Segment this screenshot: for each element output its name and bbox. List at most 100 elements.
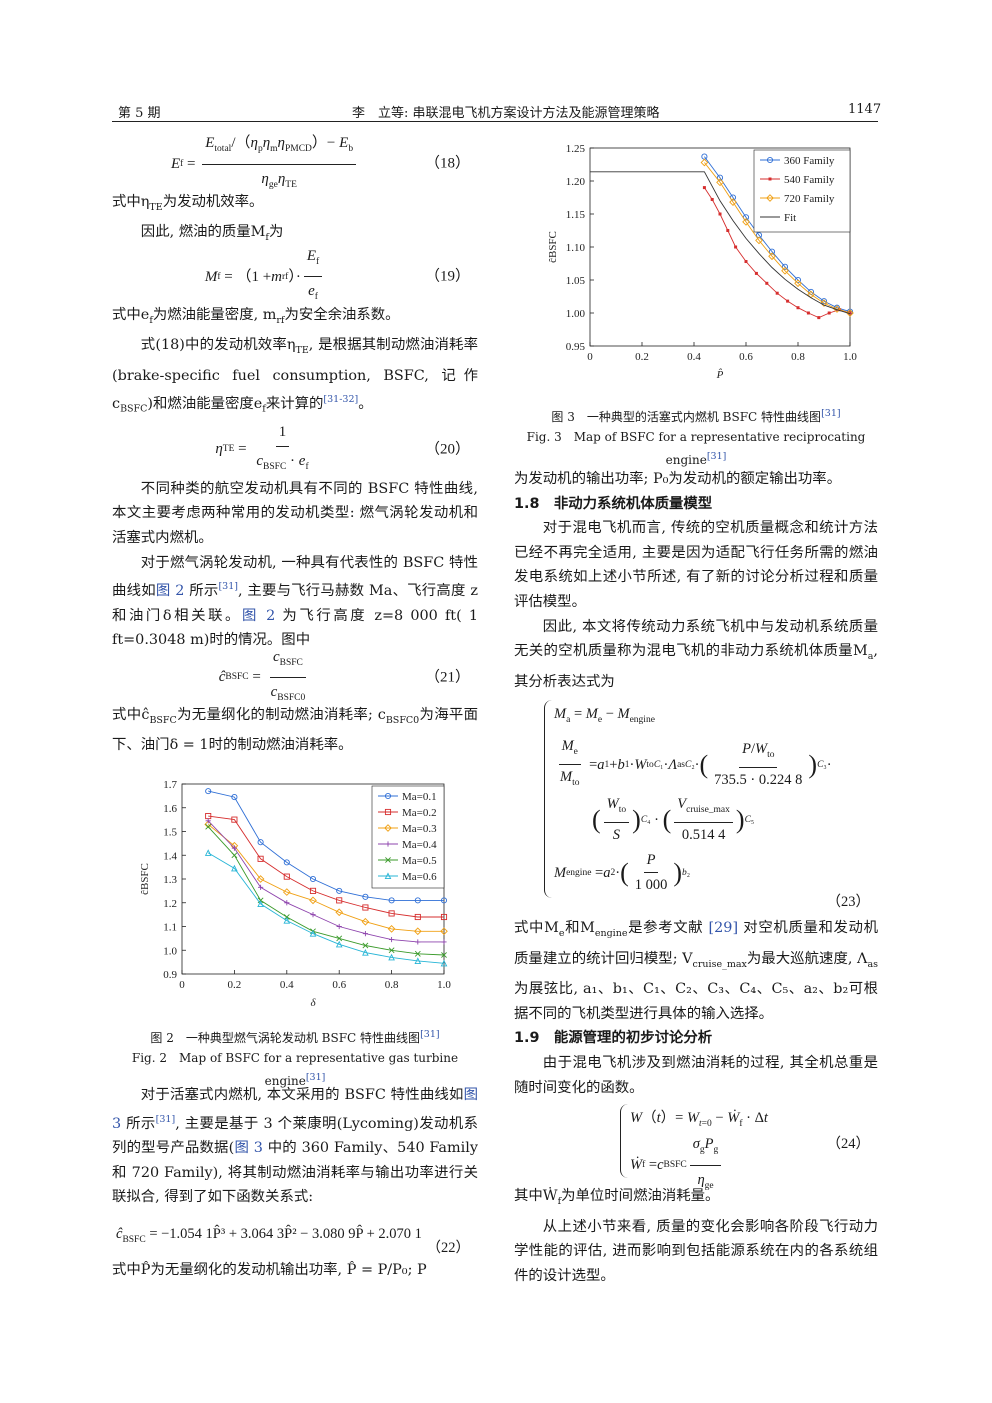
data-point-2-6 <box>781 266 789 275</box>
data-point-2-11 <box>846 309 854 317</box>
x-tick-label: 0 <box>179 979 185 991</box>
data-point-1-7 <box>388 910 395 917</box>
data-point-0-5 <box>336 887 343 894</box>
legend-label-2: 720 Family <box>784 193 835 205</box>
legend-label-1: Ma=0.2 <box>402 807 437 819</box>
legend-box <box>753 149 851 233</box>
y-tick-label: 1.3 <box>163 874 177 886</box>
data-point-0-1 <box>231 794 238 801</box>
data-point-5-5 <box>335 940 343 948</box>
data-point-5-6 <box>362 949 369 956</box>
y-tick-label: 1.7 <box>163 779 177 791</box>
y-tick-label: 1.5 <box>163 827 177 839</box>
data-point-1-8 <box>414 913 421 921</box>
data-point-2-9 <box>440 927 448 936</box>
figure-3-link-2[interactable]: 图 3 <box>234 1139 263 1156</box>
section-1-8-heading: 1.8 非动力系统机体质量模型 <box>514 495 713 512</box>
citation-29[interactable]: [29] <box>708 920 739 937</box>
figure-2-link[interactable]: 图 2 <box>155 582 185 599</box>
left-column-lower: 对于活塞式内燃机, 本文采用的 BSFC 特性曲线如图 3 所示[31], 主要… <box>112 1083 478 1282</box>
paragraph-wf: 其中Ẇf为单位时间燃油消耗量。 <box>514 1188 720 1207</box>
citation-31b[interactable]: [31] <box>155 1113 176 1125</box>
y-tick-label: 1.05 <box>566 275 586 287</box>
x-tick-label: 0.8 <box>791 351 805 363</box>
data-point-2-7 <box>387 925 396 933</box>
legend-marker-4 <box>385 857 391 863</box>
data-point-1-9 <box>786 299 790 303</box>
y-tick-label: 1.4 <box>163 850 177 862</box>
data-point-2-0 <box>700 158 709 167</box>
x-tick-label: 0.2 <box>635 351 649 363</box>
data-point-1-8 <box>775 291 779 295</box>
data-point-3-0 <box>205 818 211 824</box>
data-point-5-4 <box>309 930 317 937</box>
data-point-2-6 <box>361 917 370 926</box>
paragraph-hybrid: 对于混电飞机而言, 传统的空机质量概念和统计方法已经不再完全适用, 主要是因为适… <box>514 520 878 610</box>
data-point-0-0 <box>205 788 212 795</box>
y-tick-label: 1.6 <box>163 803 177 815</box>
data-point-1-4 <box>734 245 738 249</box>
data-point-2-8 <box>413 927 422 936</box>
figure-2-caption-en: Fig. 2 Map of BSFC for a representative … <box>131 1051 459 1088</box>
y-tick-label: 0.9 <box>163 969 177 981</box>
y-tick-label: 0.95 <box>566 341 586 353</box>
legend-label-2: Ma=0.3 <box>402 823 437 835</box>
data-point-0-1 <box>716 174 724 181</box>
paragraph-chat: 式中ĉBSFC为无量纲化的制动燃油消耗率; cBSFC0为海平面下、油门δ = … <box>112 706 478 754</box>
data-point-5-8 <box>414 957 422 964</box>
figure-3-chart: 0 0.2 0.4 0.6 0.8 1.0 0.95 1.00 1.05 1.10 1.15 1.20… <box>547 143 857 381</box>
equation-23-number: （23） <box>826 894 871 911</box>
data-point-3-3 <box>284 900 290 906</box>
series-line-1 <box>208 815 444 918</box>
data-point-3-1 <box>231 845 237 851</box>
figure-3-link[interactable]: 图 3 <box>112 1087 478 1132</box>
data-point-1-10 <box>796 306 800 310</box>
figure-3-caption-en: Fig. 3 Map of BSFC for a representative … <box>526 430 866 467</box>
x-tick-label: 0.4 <box>687 351 701 363</box>
y-axis-label: ĉBSFC <box>547 231 559 263</box>
data-point-3-9 <box>441 939 447 945</box>
data-point-2-10 <box>833 305 841 313</box>
data-point-1-11 <box>806 311 810 315</box>
data-point-0-4 <box>309 875 317 883</box>
section-1-9-heading: 1.9 能源管理的初步讨论分析 <box>514 1030 713 1047</box>
data-point-4-6 <box>362 942 369 949</box>
x-axis-label: δ <box>310 997 316 1008</box>
data-point-3-5 <box>336 923 342 930</box>
data-point-2-1 <box>716 178 724 187</box>
figure-2-link-2[interactable]: 图 2 <box>242 607 276 624</box>
y-tick-label: 1.25 <box>566 143 586 155</box>
equation-19-number: （19） <box>424 268 470 285</box>
legend-label-0: Ma=0.1 <box>402 791 437 803</box>
legend-label-4: Ma=0.5 <box>402 855 437 867</box>
data-point-1-3 <box>726 229 730 232</box>
equation-20: η TE = 1 cBSFC · ef （20） <box>112 423 478 477</box>
data-point-0-8 <box>414 897 421 904</box>
data-point-1-5 <box>336 897 343 904</box>
paragraph-ef: 式中ef为燃油能量密度, mrf为安全余油系数。 <box>112 306 400 326</box>
right-column: 为发动机的输出功率; P₀为发动机的额定输出功率。 1.8 非动力系统机体质量模… <box>514 467 878 1288</box>
data-point-0-9 <box>440 897 448 904</box>
citation-31-32[interactable]: [31-32] <box>323 394 359 406</box>
series-line-0 <box>208 790 444 901</box>
y-tick-label: 1.1 <box>163 922 177 934</box>
equation-18-number: （18） <box>424 155 470 172</box>
paragraph-phat: 式中P̂为无量纲化的发动机输出功率, P̂ = P/P₀; P <box>112 1261 427 1278</box>
figure-3-caption: 图 3 一种典型的活塞式内燃机 BSFC 特性曲线图[31] Fig. 3 Ma… <box>514 404 878 470</box>
y-axis-label: ĉBSFC <box>139 863 151 895</box>
y-tick-label: 1.2 <box>163 898 177 910</box>
citation-31[interactable]: [31] <box>218 581 238 593</box>
data-point-2-2 <box>729 198 737 206</box>
data-point-3-2 <box>258 884 264 890</box>
equation-22-number: （22） <box>426 1239 471 1256</box>
data-point-0-7 <box>794 276 802 284</box>
x-axis-label: P̂ <box>716 368 724 381</box>
x-tick-label: 0 <box>587 351 593 363</box>
data-point-1-2 <box>718 212 722 216</box>
data-point-1-5 <box>744 260 748 264</box>
figure-2-chart: 0 0.2 0.4 0.6 0.8 1.0 0.9 1.0 1.1 1.2 1.3 1.4 1.5 1.6… <box>139 779 451 1009</box>
data-point-0-5 <box>768 248 776 255</box>
data-point-1-4 <box>309 887 317 894</box>
figure-3: 0 0.2 0.4 0.6 0.8 1.0 0.95 1.00 1.05 1.10 1.15 1.20… <box>514 136 878 392</box>
data-point-4-8 <box>414 950 421 957</box>
